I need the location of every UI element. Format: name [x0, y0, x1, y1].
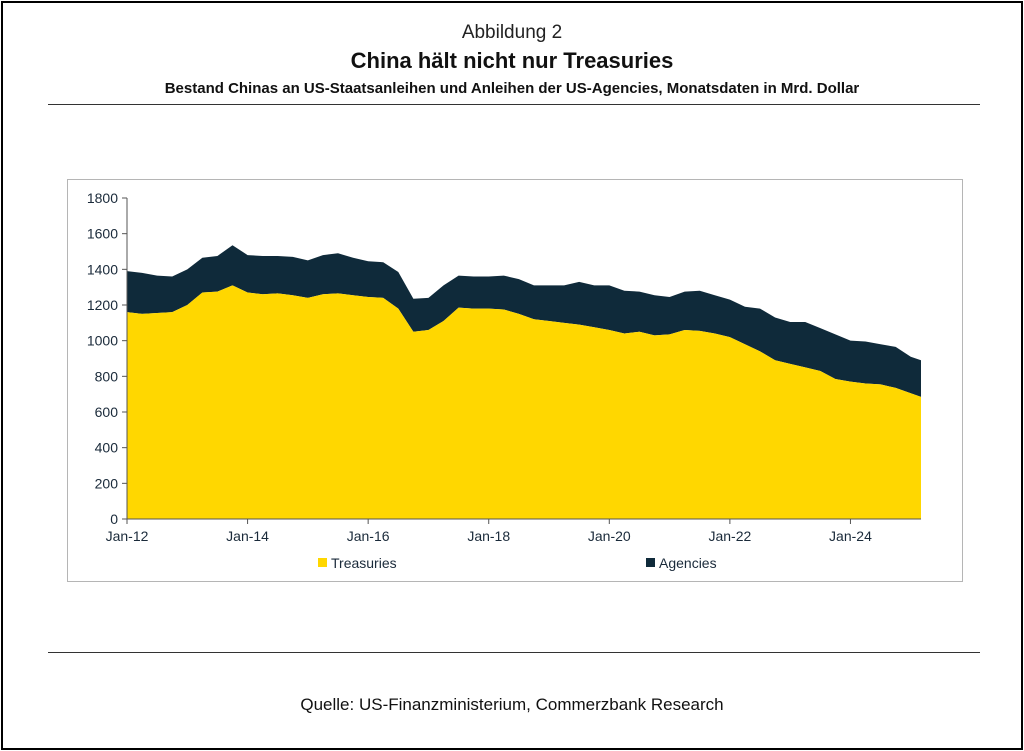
x-tick-label: Jan-16	[347, 528, 390, 544]
y-tick-label: 200	[95, 475, 119, 491]
chart-title: China hält nicht nur Treasuries	[350, 48, 674, 73]
x-tick-label: Jan-22	[708, 528, 751, 544]
y-tick-label: 1800	[87, 190, 118, 206]
top-divider	[48, 104, 980, 105]
chart-panel: 0 200 400 600 800 1000 1200 1400 1600 1800 Jan-12 J…	[67, 179, 963, 582]
legend-label-treasuries: Treasuries	[331, 555, 397, 571]
source-note: Quelle: US-Finanzministerium, Commerzban…	[300, 695, 724, 714]
x-tick-label: Jan-14	[226, 528, 269, 544]
y-tick-label: 0	[110, 511, 118, 527]
area-chart: 0 200 400 600 800 1000 1200 1400 1600 1800 Jan-12 J…	[87, 190, 921, 571]
x-tick-label: Jan-12	[106, 528, 149, 544]
x-tick-label: Jan-20	[588, 528, 631, 544]
legend-swatch-agencies	[646, 558, 655, 567]
bottom-divider	[48, 652, 980, 653]
legend-swatch-treasuries	[318, 558, 327, 567]
x-tick-label: Jan-18	[467, 528, 510, 544]
y-tick-label: 600	[95, 404, 119, 420]
x-tick-label: Jan-24	[829, 528, 872, 544]
y-tick-label: 1400	[87, 261, 118, 277]
chart-subtitle: Bestand Chinas an US-Staatsanleihen und …	[164, 80, 860, 97]
y-tick-label: 400	[95, 440, 119, 456]
legend-label-agencies: Agencies	[659, 555, 717, 571]
treasuries-area	[127, 285, 921, 519]
y-tick-label: 1600	[87, 226, 118, 242]
figure-label: Abbildung 2	[461, 22, 563, 43]
y-tick-label: 1200	[87, 297, 118, 313]
y-tick-label: 800	[95, 368, 119, 384]
agencies-area	[127, 245, 921, 397]
y-tick-label: 1000	[87, 333, 118, 349]
